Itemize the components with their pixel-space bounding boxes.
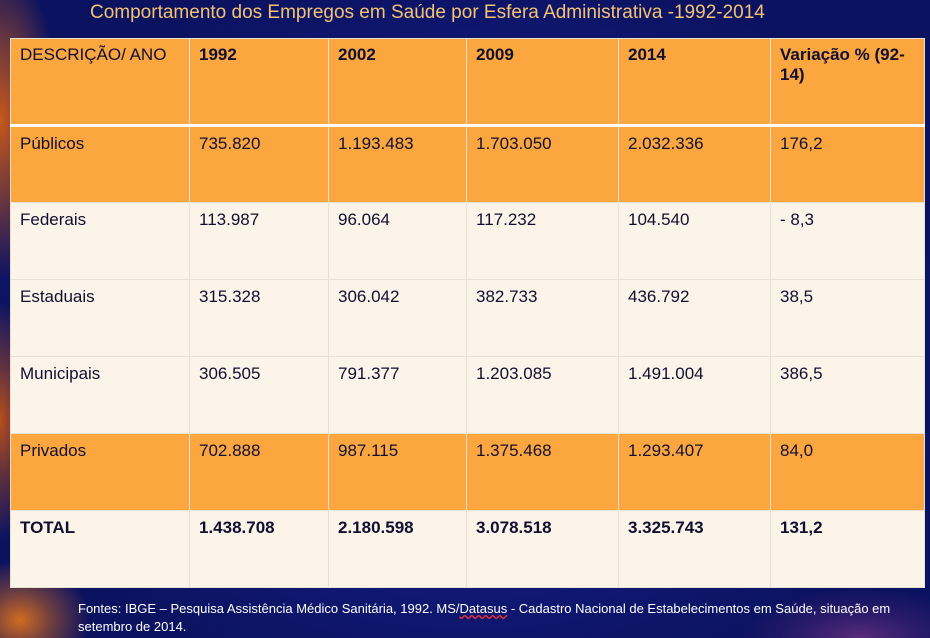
table-cell: 117.232 [466,202,619,280]
table-cell: 386,5 [770,356,925,434]
row-label: Municipais [10,356,190,434]
table-total-row: TOTAL 1.438.708 2.180.598 3.078.518 3.32… [10,510,925,588]
row-label: Privados [10,433,190,511]
row-label: Públicos [10,125,190,203]
row-label: Federais [10,202,190,280]
header-cell-variation: Variação % (92-14) [770,38,925,127]
header-cell-2014: 2014 [618,38,771,127]
table-cell: 306.042 [328,279,467,357]
row-label: TOTAL [10,510,190,588]
footnote-datasus: Datasus [459,601,508,616]
table-header-row: DESCRIÇÃO/ ANO 1992 2002 2009 2014 Varia… [10,38,925,127]
table-cell: 987.115 [328,433,467,511]
table-cell: 436.792 [618,279,771,357]
table-cell: 131,2 [770,510,925,588]
table-cell: 96.064 [328,202,467,280]
table-cell: 3.325.743 [618,510,771,588]
table-cell: 735.820 [189,125,329,203]
table-row: Privados 702.888 987.115 1.375.468 1.293… [10,433,925,511]
table-cell: 38,5 [770,279,925,357]
table-cell: 1.491.004 [618,356,771,434]
table-cell: 1.375.468 [466,433,619,511]
table-cell: 1.203.085 [466,356,619,434]
footnote-text-1: Fontes: IBGE – Pesquisa Assistência Médi… [78,601,460,616]
table-cell: 306.505 [189,356,329,434]
table-cell: 1.438.708 [189,510,329,588]
table-row: Municipais 306.505 791.377 1.203.085 1.4… [10,356,925,434]
table-cell: 791.377 [328,356,467,434]
table-cell: 382.733 [466,279,619,357]
footnote-text-2: - Cadastro Nacional de Estabelecimentos … [78,601,891,634]
employment-table: DESCRIÇÃO/ ANO 1992 2002 2009 2014 Varia… [10,38,925,588]
header-cell-2009: 2009 [466,38,619,127]
table-cell: 315.328 [189,279,329,357]
table-cell: 1.703.050 [466,125,619,203]
table-cell: 1.193.483 [328,125,467,203]
table-cell: 104.540 [618,202,771,280]
header-cell-description: DESCRIÇÃO/ ANO [10,38,190,127]
header-cell-1992: 1992 [189,38,329,127]
table-cell: 2.032.336 [618,125,771,203]
source-footnote: Fontes: IBGE – Pesquisa Assistência Médi… [78,600,918,636]
table-cell: 176,2 [770,125,925,203]
table-cell: - 8,3 [770,202,925,280]
table-cell: 84,0 [770,433,925,511]
table-cell: 113.987 [189,202,329,280]
table-cell: 702.888 [189,433,329,511]
header-cell-2002: 2002 [328,38,467,127]
table-row: Públicos 735.820 1.193.483 1.703.050 2.0… [10,125,925,203]
table-row: Estaduais 315.328 306.042 382.733 436.79… [10,279,925,357]
table-cell: 2.180.598 [328,510,467,588]
page-title: Comportamento dos Empregos em Saúde por … [90,2,765,23]
table-cell: 1.293.407 [618,433,771,511]
row-label: Estaduais [10,279,190,357]
table-cell: 3.078.518 [466,510,619,588]
table-row: Federais 113.987 96.064 117.232 104.540 … [10,202,925,280]
